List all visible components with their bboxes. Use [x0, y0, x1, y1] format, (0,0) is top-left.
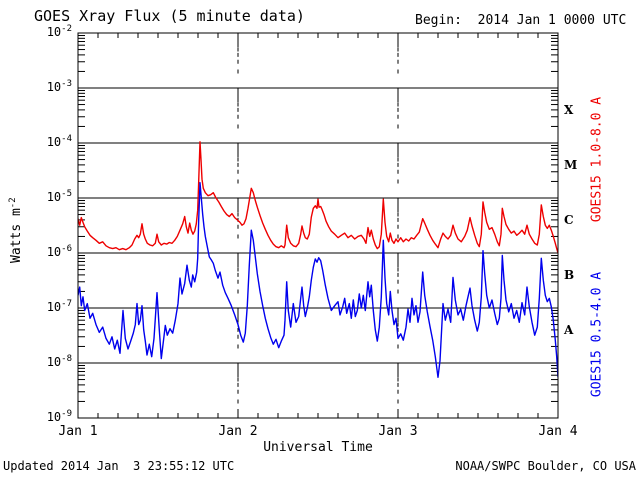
series-line-short [78, 182, 558, 378]
begin-label: Begin: 2014 Jan 1 0000 UTC [415, 13, 627, 28]
footer-source: NOAA/SWPC Boulder, CO USA [455, 459, 636, 473]
footer-updated: Updated 2014 Jan 3 23:55:12 UTC [3, 459, 235, 473]
y-axis-label-exponent: -2 [7, 197, 18, 209]
flare-class-label-a: A [564, 323, 574, 337]
series-label-short-wrap: GOES15 0.5-4.0 A [497, 272, 640, 397]
y-tick-label: 10-3 [46, 79, 72, 94]
y-tick-label: 10-2 [46, 24, 72, 39]
flare-class-label-m: M [564, 158, 578, 172]
series-label-short: GOES15 0.5-4.0 A [589, 271, 605, 398]
y-tick-label: 10-6 [46, 244, 72, 259]
grid-lines [78, 87, 558, 364]
flare-class-label-b: B [564, 268, 575, 282]
page-title: GOES Xray Flux (5 minute data) [34, 7, 305, 25]
series-label-long-wrap: GOES15 1.0-8.0 A [497, 97, 640, 222]
flare-class-label-x: X [564, 103, 574, 117]
y-tick-label: 10-7 [46, 299, 72, 314]
x-axis-title: Universal Time [263, 440, 373, 455]
flux-curves [78, 141, 558, 378]
y-tick-label: 10-8 [46, 354, 72, 369]
y-axis-label-wrap: Watts m-2 [0, 150, 28, 310]
y-axis-label-text: Watts m [9, 208, 25, 263]
x-tick-label: Jan 3 [378, 424, 418, 439]
series-line-long [78, 141, 558, 254]
day-boundary-lines [237, 33, 399, 404]
x-tick-label: Jan 4 [538, 424, 578, 439]
x-tick-label: Jan 2 [218, 424, 258, 439]
series-label-long: GOES15 1.0-8.0 A [589, 96, 605, 223]
flare-class-label-c: C [564, 213, 574, 227]
axis-ticks [78, 33, 558, 418]
plot-frame [77, 32, 559, 419]
y-tick-label: 10-5 [46, 189, 72, 204]
x-tick-label: Jan 1 [58, 424, 98, 439]
y-axis-label: Watts m-2 [8, 150, 24, 310]
y-tick-label: 10-4 [46, 134, 72, 149]
y-tick-label: 10-9 [46, 409, 72, 424]
